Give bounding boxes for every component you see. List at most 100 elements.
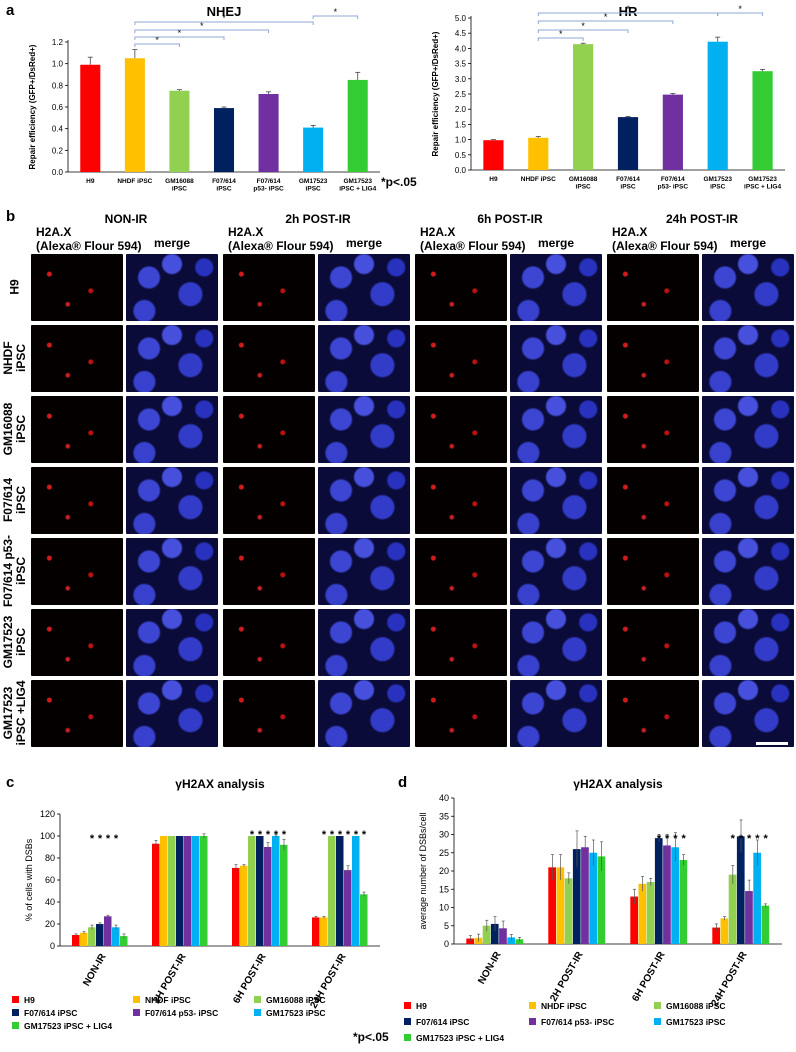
y-tick-label: 0.0: [52, 168, 64, 177]
bar: [654, 838, 663, 944]
h2ax-stain-image: [607, 609, 699, 676]
h2ax-stain-image: [223, 396, 315, 463]
micro-row-label: GM16088 iPSC: [1, 402, 28, 456]
merge-label: merge: [153, 236, 191, 250]
micro-group-title: 2h POST-IR: [285, 212, 351, 226]
stain-label: H2A.X (Alexa® Flour 594): [420, 225, 526, 253]
significance-bracket: [134, 36, 225, 40]
bar: [736, 836, 745, 944]
x-tick-label: NHDF iPSC: [117, 178, 152, 185]
bar: [679, 860, 688, 944]
significance-star: *: [731, 833, 736, 845]
x-tick-label: F07/614 iPSC: [616, 176, 640, 191]
micro-row-label: H9: [7, 279, 22, 295]
micro-group-title: 24h POST-IR: [665, 212, 739, 226]
bar: [328, 836, 336, 946]
bar: [556, 867, 565, 944]
significance-star: *: [334, 7, 338, 17]
bar: [80, 932, 88, 946]
panel-label-d: d: [398, 774, 408, 791]
merge-image: [318, 609, 410, 676]
y-tick-label: 15: [439, 884, 449, 894]
x-tick-label: GM16088 iPSC: [569, 176, 598, 191]
bar: [88, 927, 96, 946]
panel-label-c: c: [6, 774, 15, 791]
bar: [176, 836, 184, 946]
x-tick-label: 6H POST-IR: [231, 951, 269, 1005]
h2ax-stain-image: [31, 396, 123, 463]
y-tick-label: 0: [50, 941, 55, 951]
legend-label: H9: [24, 995, 35, 1005]
bar: [638, 883, 647, 944]
bar: [548, 867, 556, 944]
x-tick-label: F07/614 iPSC: [212, 178, 236, 193]
h2ax-stain-image: [415, 680, 507, 747]
h2ax-stain-image: [607, 467, 699, 534]
h2ax-stain-image: [607, 396, 699, 463]
hr-chart: HR Repair efficiency (GFP+/DsRed+) 0.0 0.5 1…: [431, 4, 785, 191]
legend-label: F07/614 p53- iPSC: [541, 1017, 614, 1027]
significance-bracket: [134, 43, 180, 47]
y-tick-label: 2.0: [455, 105, 467, 114]
significance-star: *: [581, 21, 585, 31]
micro-row-label: NHDF iPSC: [1, 341, 28, 375]
merge-image: [126, 680, 218, 747]
legend-swatch: [12, 996, 19, 1003]
h2ax-stain-image: [31, 325, 123, 392]
bar: [104, 916, 112, 946]
merge-image: [126, 467, 218, 534]
merge-image: [318, 325, 410, 392]
significance-star: *: [604, 12, 608, 22]
h2ax-stain-image: [223, 325, 315, 392]
significance-star: *: [681, 833, 686, 845]
x-tick-label: GM16088 iPSC: [165, 178, 194, 193]
significance-star: *: [755, 833, 760, 845]
significance-star: *: [673, 833, 678, 845]
legend-swatch: [12, 1022, 19, 1029]
bar: [248, 836, 256, 946]
gh2ax-dsb-chart: γH2AX analysis average number of DSBs/cel…: [404, 777, 782, 1043]
legend-label: GM17523 iPSC: [666, 1017, 726, 1027]
bar: [482, 925, 491, 944]
significance-star: *: [250, 829, 255, 841]
y-tick-label: 60: [45, 875, 55, 885]
h2ax-stain-image: [607, 254, 699, 321]
merge-image: [510, 325, 602, 392]
merge-image: [510, 254, 602, 321]
merge-label: merge: [345, 236, 383, 250]
legend-label: GM16088 iPSC: [266, 995, 326, 1005]
y-tick-label: 10: [439, 903, 449, 913]
stain-label: H2A.X (Alexa® Flour 594): [36, 225, 142, 253]
bar: [712, 927, 720, 944]
h2ax-stain-image: [31, 609, 123, 676]
y-axis-label: Repair efficiency (GFP+/DsRed+): [28, 44, 37, 169]
merge-image: [126, 609, 218, 676]
bar: [112, 927, 120, 946]
h2ax-stain-image: [607, 325, 699, 392]
y-tick-label: 80: [45, 853, 55, 863]
merge-image: [510, 396, 602, 463]
bar: [507, 937, 515, 944]
significance-star: *: [155, 35, 159, 45]
bar: [515, 939, 524, 944]
legend-swatch: [654, 1002, 661, 1009]
y-axis-label: % of cells with DSBs: [24, 838, 34, 921]
gh2ax-percent-chart: γH2AX analysis % of cells with DSBs 0 20 40 6…: [12, 777, 380, 1031]
chart-title: γH2AX analysis: [175, 777, 265, 791]
bar: [753, 852, 761, 944]
significance-star: *: [274, 829, 279, 841]
significance-bracket: [717, 12, 764, 16]
h2ax-stain-image: [31, 538, 123, 605]
micrograph-grid: NON-IR H2A.X (Alexa® Flour 594) merge 2h PO…: [0, 212, 796, 757]
y-tick-label: 25: [439, 848, 449, 858]
merge-image: [510, 680, 602, 747]
scale-bar: [756, 742, 788, 745]
bar: [572, 849, 581, 944]
micro-row-label: GM17523 iPSC: [1, 615, 28, 669]
bar: [597, 856, 606, 944]
x-tick-label: F07/614 p53- iPSC: [658, 176, 689, 191]
y-tick-label: 3.0: [455, 75, 467, 84]
y-tick-label: 30: [439, 830, 449, 840]
bar: [96, 924, 104, 946]
legend-label: GM17523 iPSC + LIG4: [24, 1021, 112, 1031]
